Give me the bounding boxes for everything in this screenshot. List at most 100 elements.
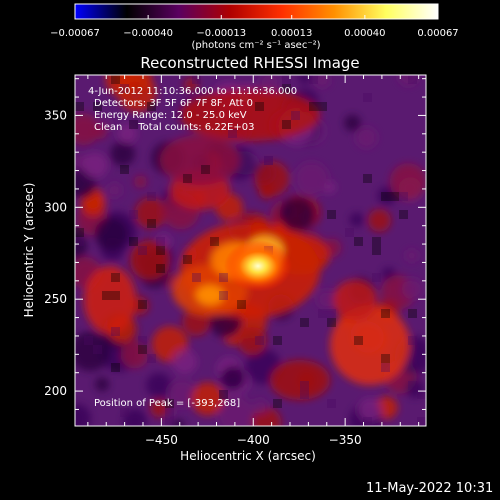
annotation-peak-position: Position of Peak = [-393,268] [94, 398, 241, 409]
heatmap-hot-region [180, 89, 320, 141]
heatmap-pixel [345, 228, 354, 237]
colorbar-ticks: −0.00067 −0.00040 −0.00013 0.00013 0.00040 0.… [50, 15, 459, 39]
heatmap-pixel [120, 84, 129, 93]
heatmap-pixel [120, 165, 129, 174]
heatmap-pixel [273, 399, 282, 408]
heatmap-blob [316, 289, 337, 310]
heatmap-pixel [327, 309, 336, 318]
heatmap-pixel [381, 354, 390, 363]
heatmap-blob [172, 419, 185, 426]
heatmap-blob [167, 379, 197, 408]
heatmap-pixel [363, 417, 372, 426]
heatmap-hot-region [84, 266, 136, 334]
heatmap-blob [344, 114, 361, 132]
heatmap-blob [389, 163, 426, 200]
heatmap-pixel [354, 336, 363, 345]
heatmap-blob [107, 182, 122, 198]
heatmap-pixel [129, 237, 138, 246]
heatmap-pixel [282, 75, 291, 84]
heatmap-pixel [255, 336, 264, 345]
heatmap-pixel [408, 309, 417, 318]
heatmap-pixel [219, 273, 228, 282]
chart-title: Reconstructed RHESSI Image [140, 54, 359, 72]
heatmap-pixel [327, 318, 336, 327]
colorbar-tick-label-5: 0.00067 [417, 28, 458, 39]
heatmap-pixel [219, 291, 228, 300]
heatmap-pixel [309, 102, 318, 111]
heatmap-pixel [147, 102, 156, 111]
heatmap-pixel [408, 75, 417, 84]
heatmap-pixel [417, 390, 426, 399]
heatmap-blob [92, 124, 108, 140]
heatmap-pixel [309, 75, 318, 84]
heatmap-pixel [165, 417, 174, 426]
heatmap-pixel [192, 75, 201, 84]
heatmap-pixel [129, 210, 138, 219]
heatmap-hot-region [270, 360, 330, 400]
plot-frame [74, 74, 427, 427]
heatmap-blob [349, 212, 364, 227]
heatmap-pixel [174, 111, 183, 120]
heatmap-pixel [282, 120, 291, 129]
heatmap-blob [279, 196, 316, 232]
heatmap-blob [355, 126, 378, 149]
heatmap-pixel [111, 363, 120, 372]
heatmap-pixel [273, 336, 282, 345]
x-tick-label-0: −450 [145, 433, 178, 447]
heatmap-pixel [219, 390, 228, 399]
x-tick-label-1: −400 [237, 433, 270, 447]
heatmap-blob [122, 408, 148, 426]
heatmap-pixel [363, 174, 372, 183]
heatmap-pixel [165, 408, 174, 417]
heatmap-pixel [363, 93, 372, 102]
heatmap-blob [94, 217, 128, 251]
heatmap-pixel [210, 237, 219, 246]
heatmap-blob [172, 349, 198, 375]
heatmap-pixel [138, 246, 147, 255]
heatmap-pixel [138, 336, 147, 345]
heatmap-pixel [381, 309, 390, 318]
heatmap-pixel [300, 381, 309, 390]
heatmap-pixel [300, 390, 309, 399]
heatmap-blob [238, 327, 267, 356]
heatmap-blob [217, 396, 255, 426]
heatmap-blob [401, 278, 424, 300]
heatmap-blob [191, 382, 225, 416]
annotation-time-range: 4-Jun-2012 11:10:36.000 to 11:16:36.000 [88, 86, 298, 97]
heatmap-pixel [408, 336, 417, 345]
heatmap-blob [150, 398, 169, 418]
heatmap-pixel [282, 84, 291, 93]
annotation-clean-counts: Clean Total counts: 6.22E+03 [94, 122, 255, 133]
heatmap-pixel [399, 192, 408, 201]
heatmap-pixel [201, 165, 210, 174]
heatmap-blob [314, 75, 331, 88]
colorbar-tick-label-2: −0.00013 [196, 28, 246, 39]
heatmap-pixel [156, 237, 165, 246]
heatmap-pixel [327, 399, 336, 408]
heatmap-pixel [93, 345, 102, 354]
heatmap-pixel [138, 345, 147, 354]
heatmap-pixel [120, 408, 129, 417]
heatmap-pixel [372, 237, 381, 246]
heatmap-pixel [372, 273, 381, 282]
heatmap-pixel [390, 192, 399, 201]
y-tick-label-0: 350 [44, 108, 67, 122]
heatmap-pixel [93, 102, 102, 111]
colorbar-unit-label: (photons cm⁻² s⁻¹ asec⁻²) [191, 40, 320, 51]
heatmap-pixel [237, 300, 246, 309]
heatmap-hot-region [160, 135, 240, 185]
heatmap-pixel [102, 291, 111, 300]
heatmap-pixel [300, 318, 309, 327]
heatmap-blob [133, 175, 147, 189]
heatmap-pixel [192, 273, 201, 282]
heatmap-blob [254, 161, 290, 197]
heatmap-hot-region [130, 240, 170, 280]
heatmap-pixel [228, 129, 237, 138]
heatmap-blob [75, 233, 88, 259]
heatmap-pixel [165, 399, 174, 408]
heatmap-pixel [147, 192, 156, 201]
heatmap-pixel [417, 417, 426, 426]
annotation-energy-range: Energy Range: 12.0 - 25.0 keV [94, 110, 247, 121]
heatmap-pixel [138, 300, 147, 309]
colorbar-tick-label-1: −0.00040 [123, 28, 173, 39]
